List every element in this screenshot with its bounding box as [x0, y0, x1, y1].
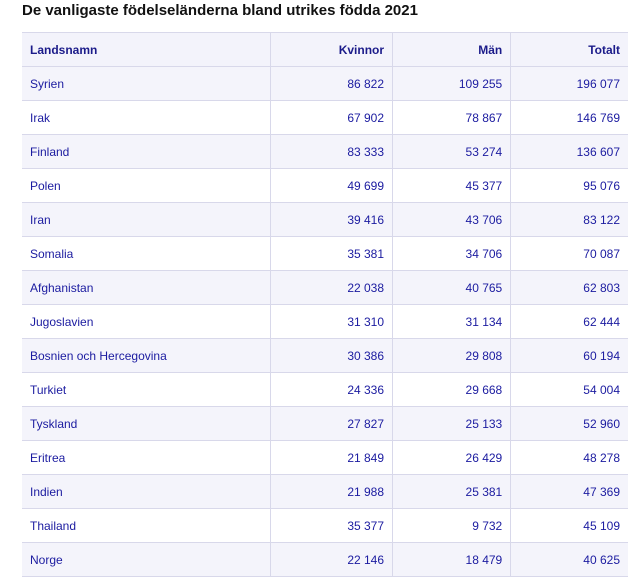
table-row: Tyskland 27 827 25 133 52 960	[22, 406, 628, 441]
country-cell: Irak	[22, 100, 271, 135]
number-cell: 26 429	[392, 440, 512, 475]
table-row: Somalia 35 381 34 706 70 087	[22, 236, 628, 271]
country-cell: Indien	[22, 474, 271, 509]
number-cell: 47 369	[510, 474, 628, 509]
table-row: Iran 39 416 43 706 83 122	[22, 202, 628, 237]
column-header: Landsnamn	[22, 32, 271, 67]
table-body: Syrien 86 822 109 255 196 077 Irak 67 902 78 8…	[22, 66, 628, 577]
number-cell: 83 333	[270, 134, 394, 169]
number-cell: 31 310	[270, 304, 394, 339]
number-cell: 22 146	[270, 542, 394, 577]
number-cell: 27 827	[270, 406, 394, 441]
table-row: Finland 83 333 53 274 136 607	[22, 134, 628, 169]
country-cell: Tyskland	[22, 406, 271, 441]
country-cell: Finland	[22, 134, 271, 169]
country-cell: Bosnien och Hercegovina	[22, 338, 271, 373]
table-row: Turkiet 24 336 29 668 54 004	[22, 372, 628, 407]
number-cell: 35 377	[270, 508, 394, 543]
number-cell: 25 381	[392, 474, 512, 509]
number-cell: 45 109	[510, 508, 628, 543]
table-row: Jugoslavien 31 310 31 134 62 444	[22, 304, 628, 339]
number-cell: 52 960	[510, 406, 628, 441]
country-cell: Polen	[22, 168, 271, 203]
number-cell: 34 706	[392, 236, 512, 271]
number-cell: 53 274	[392, 134, 512, 169]
data-table: Landsnamn Kvinnor Män Totalt Syrien 86 822 10…	[22, 32, 628, 577]
country-cell: Somalia	[22, 236, 271, 271]
number-cell: 31 134	[392, 304, 512, 339]
number-cell: 60 194	[510, 338, 628, 373]
number-cell: 78 867	[392, 100, 512, 135]
table-row: Afghanistan 22 038 40 765 62 803	[22, 270, 628, 305]
column-header: Män	[392, 32, 512, 67]
number-cell: 146 769	[510, 100, 628, 135]
number-cell: 21 849	[270, 440, 394, 475]
table-row: Thailand 35 377 9 732 45 109	[22, 508, 628, 543]
number-cell: 43 706	[392, 202, 512, 237]
country-cell: Syrien	[22, 66, 271, 101]
table-row: Indien 21 988 25 381 47 369	[22, 474, 628, 509]
number-cell: 136 607	[510, 134, 628, 169]
number-cell: 49 699	[270, 168, 394, 203]
country-cell: Jugoslavien	[22, 304, 271, 339]
table-row: Norge 22 146 18 479 40 625	[22, 542, 628, 577]
table-row: Irak 67 902 78 867 146 769	[22, 100, 628, 135]
column-header: Totalt	[510, 32, 628, 67]
number-cell: 62 803	[510, 270, 628, 305]
number-cell: 29 668	[392, 372, 512, 407]
number-cell: 54 004	[510, 372, 628, 407]
country-cell: Afghanistan	[22, 270, 271, 305]
number-cell: 29 808	[392, 338, 512, 373]
number-cell: 45 377	[392, 168, 512, 203]
number-cell: 62 444	[510, 304, 628, 339]
table-row: Syrien 86 822 109 255 196 077	[22, 66, 628, 101]
number-cell: 95 076	[510, 168, 628, 203]
number-cell: 24 336	[270, 372, 394, 407]
number-cell: 40 765	[392, 270, 512, 305]
country-cell: Turkiet	[22, 372, 271, 407]
number-cell: 25 133	[392, 406, 512, 441]
number-cell: 18 479	[392, 542, 512, 577]
table-row: Eritrea 21 849 26 429 48 278	[22, 440, 628, 475]
number-cell: 48 278	[510, 440, 628, 475]
table-row: Polen 49 699 45 377 95 076	[22, 168, 628, 203]
number-cell: 30 386	[270, 338, 394, 373]
country-cell: Eritrea	[22, 440, 271, 475]
number-cell: 39 416	[270, 202, 394, 237]
country-cell: Norge	[22, 542, 271, 577]
title: De vanligaste födelseländerna bland utri…	[22, 2, 418, 19]
number-cell: 21 988	[270, 474, 394, 509]
number-cell: 196 077	[510, 66, 628, 101]
column-header: Kvinnor	[270, 32, 394, 67]
number-cell: 35 381	[270, 236, 394, 271]
number-cell: 109 255	[392, 66, 512, 101]
country-cell: Thailand	[22, 508, 271, 543]
number-cell: 70 087	[510, 236, 628, 271]
number-cell: 22 038	[270, 270, 394, 305]
table-row: Bosnien och Hercegovina 30 386 29 808 60 19…	[22, 338, 628, 373]
number-cell: 40 625	[510, 542, 628, 577]
number-cell: 9 732	[392, 508, 512, 543]
country-cell: Iran	[22, 202, 271, 237]
header-row: Landsnamn Kvinnor Män Totalt	[22, 32, 628, 67]
number-cell: 86 822	[270, 66, 394, 101]
number-cell: 83 122	[510, 202, 628, 237]
number-cell: 67 902	[270, 100, 394, 135]
